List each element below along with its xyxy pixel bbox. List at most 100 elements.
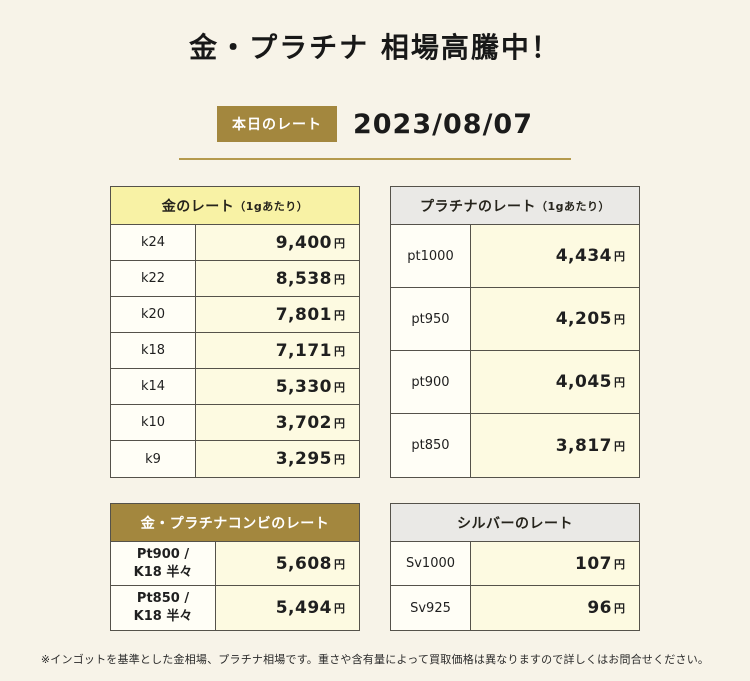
purity-label: Sv1000 [391, 542, 471, 585]
rate-date: 2023/08/07 [352, 108, 533, 140]
karat-label: k22 [111, 261, 196, 296]
combo-label-line2: K18 半々 [133, 609, 193, 624]
rate-tables-grid: 金のレート （1gあたり） k24 9,400 円 k22 8,538 円 k20 7… [110, 186, 640, 631]
karat-label: k14 [111, 369, 196, 404]
rate-value-cell: 4,045 円 [471, 351, 639, 413]
date-row: 本日のレート 2023/08/07 [0, 106, 750, 142]
yen-unit: 円 [614, 439, 625, 453]
rate-value: 3,295 [275, 449, 332, 469]
table-row: Pt850 / K18 半々 5,494 円 [111, 586, 359, 630]
gold-table-header: 金のレート （1gあたり） [111, 187, 359, 225]
table-row: k18 7,171 円 [111, 333, 359, 369]
combo-label-line1: Pt900 / [136, 546, 190, 562]
rate-value: 3,702 [275, 412, 332, 433]
table-row: pt900 4,045 円 [391, 351, 639, 414]
rate-value-cell: 3,295 円 [196, 441, 359, 477]
todays-rate-badge: 本日のレート [216, 106, 337, 142]
gold-rate-table: 金のレート （1gあたり） k24 9,400 円 k22 8,538 円 k20 7… [110, 186, 360, 478]
karat-label: k9 [111, 441, 196, 477]
rate-value: 7,801 [275, 304, 332, 325]
rate-page: 金・プラチナ 相場高騰中！ 本日のレート 2023/08/07 金のレート （1g… [0, 31, 750, 666]
platinum-table-header: プラチナのレート （1gあたり） [391, 187, 639, 225]
table-row: pt850 3,817 円 [391, 414, 639, 477]
yen-unit: 円 [334, 602, 345, 615]
table-row: Sv925 96 円 [391, 586, 639, 630]
rate-value: 4,045 [555, 372, 612, 392]
rate-value-cell: 9,400 円 [196, 225, 359, 260]
rate-value: 4,205 [555, 309, 612, 329]
yen-unit: 円 [334, 272, 345, 286]
rate-value-cell: 5,494 円 [216, 586, 359, 630]
table-row: pt950 4,205 円 [391, 288, 639, 351]
table-row: k14 5,330 円 [111, 369, 359, 405]
platinum-rate-table: プラチナのレート （1gあたり） pt1000 4,434 円 pt950 4,20… [390, 186, 640, 478]
silver-table-header: シルバーのレート [391, 504, 639, 542]
karat-label: k18 [111, 333, 196, 368]
table-row: k9 3,295 円 [111, 441, 359, 477]
purity-label: Sv925 [391, 586, 471, 630]
rate-value-cell: 7,801 円 [196, 297, 359, 332]
rate-value-cell: 8,538 円 [196, 261, 359, 296]
yen-unit: 円 [614, 602, 625, 615]
platinum-table-title: プラチナのレート [419, 198, 536, 215]
purity-label: pt950 [391, 288, 471, 350]
platinum-table-subtitle: （1gあたり） [535, 199, 611, 213]
purity-label: pt1000 [391, 225, 471, 287]
combo-table-header: 金・プラチナコンビのレート [111, 504, 359, 542]
gold-table-title: 金のレート [161, 198, 235, 215]
yen-unit: 円 [334, 557, 345, 571]
table-row: Sv1000 107 円 [391, 542, 639, 586]
rate-value-cell: 7,171 円 [196, 333, 359, 368]
rate-value: 4,434 [555, 246, 612, 266]
rate-value: 3,817 [555, 435, 612, 456]
combo-label: Pt850 / K18 半々 [111, 586, 216, 630]
rate-value-cell: 107 円 [471, 542, 639, 585]
rate-value-cell: 96 円 [471, 586, 639, 630]
yen-unit: 円 [334, 453, 345, 466]
table-row: k10 3,702 円 [111, 405, 359, 441]
table-row: k20 7,801 円 [111, 297, 359, 333]
yen-unit: 円 [614, 250, 625, 263]
yen-unit: 円 [614, 313, 625, 326]
silver-rate-table: シルバーのレート Sv1000 107 円 Sv925 96 円 [390, 503, 640, 631]
yen-unit: 円 [334, 416, 345, 430]
rate-value: 9,400 [275, 232, 332, 253]
table-row: k24 9,400 円 [111, 225, 359, 261]
yen-unit: 円 [614, 557, 625, 571]
rate-value: 8,538 [275, 268, 332, 289]
rate-value: 5,608 [275, 553, 332, 574]
gold-table-subtitle: （1gあたり） [234, 199, 309, 213]
rate-value: 5,330 [275, 376, 332, 397]
rate-value-cell: 3,817 円 [471, 414, 639, 477]
rate-value-cell: 3,702 円 [196, 405, 359, 440]
rate-value: 107 [575, 553, 612, 574]
table-row: k22 8,538 円 [111, 261, 359, 297]
yen-unit: 円 [334, 236, 345, 250]
rate-value: 5,494 [275, 598, 332, 618]
karat-label: k10 [111, 405, 196, 440]
silver-table-title: シルバーのレート [457, 515, 573, 532]
rate-value-cell: 5,608 円 [216, 542, 359, 585]
yen-unit: 円 [334, 308, 345, 322]
rate-value-cell: 5,330 円 [196, 369, 359, 404]
gold-platinum-combo-table: 金・プラチナコンビのレート Pt900 / K18 半々 5,608 円 Pt85… [110, 503, 360, 631]
rate-value: 7,171 [275, 340, 332, 361]
purity-label: pt850 [391, 414, 471, 477]
karat-label: k24 [111, 225, 196, 260]
rate-value-cell: 4,434 円 [471, 225, 639, 287]
karat-label: k20 [111, 297, 196, 332]
page-title: 金・プラチナ 相場高騰中！ [189, 31, 561, 64]
rate-value-cell: 4,205 円 [471, 288, 639, 350]
combo-label: Pt900 / K18 半々 [111, 542, 216, 585]
yen-unit: 円 [614, 376, 625, 389]
purity-label: pt900 [391, 351, 471, 413]
yen-unit: 円 [334, 344, 345, 358]
combo-label-line2: K18 半々 [133, 564, 193, 580]
yen-unit: 円 [334, 380, 345, 394]
combo-label-line1: Pt850 / [136, 591, 190, 607]
disclaimer-footnote: ※インゴットを基準とした金相場、プラチナ相場です。重さや含有量によって買取価格は… [40, 653, 710, 666]
table-row: pt1000 4,434 円 [391, 225, 639, 288]
gold-divider [179, 158, 571, 160]
table-row: Pt900 / K18 半々 5,608 円 [111, 542, 359, 586]
rate-value: 96 [587, 598, 612, 618]
